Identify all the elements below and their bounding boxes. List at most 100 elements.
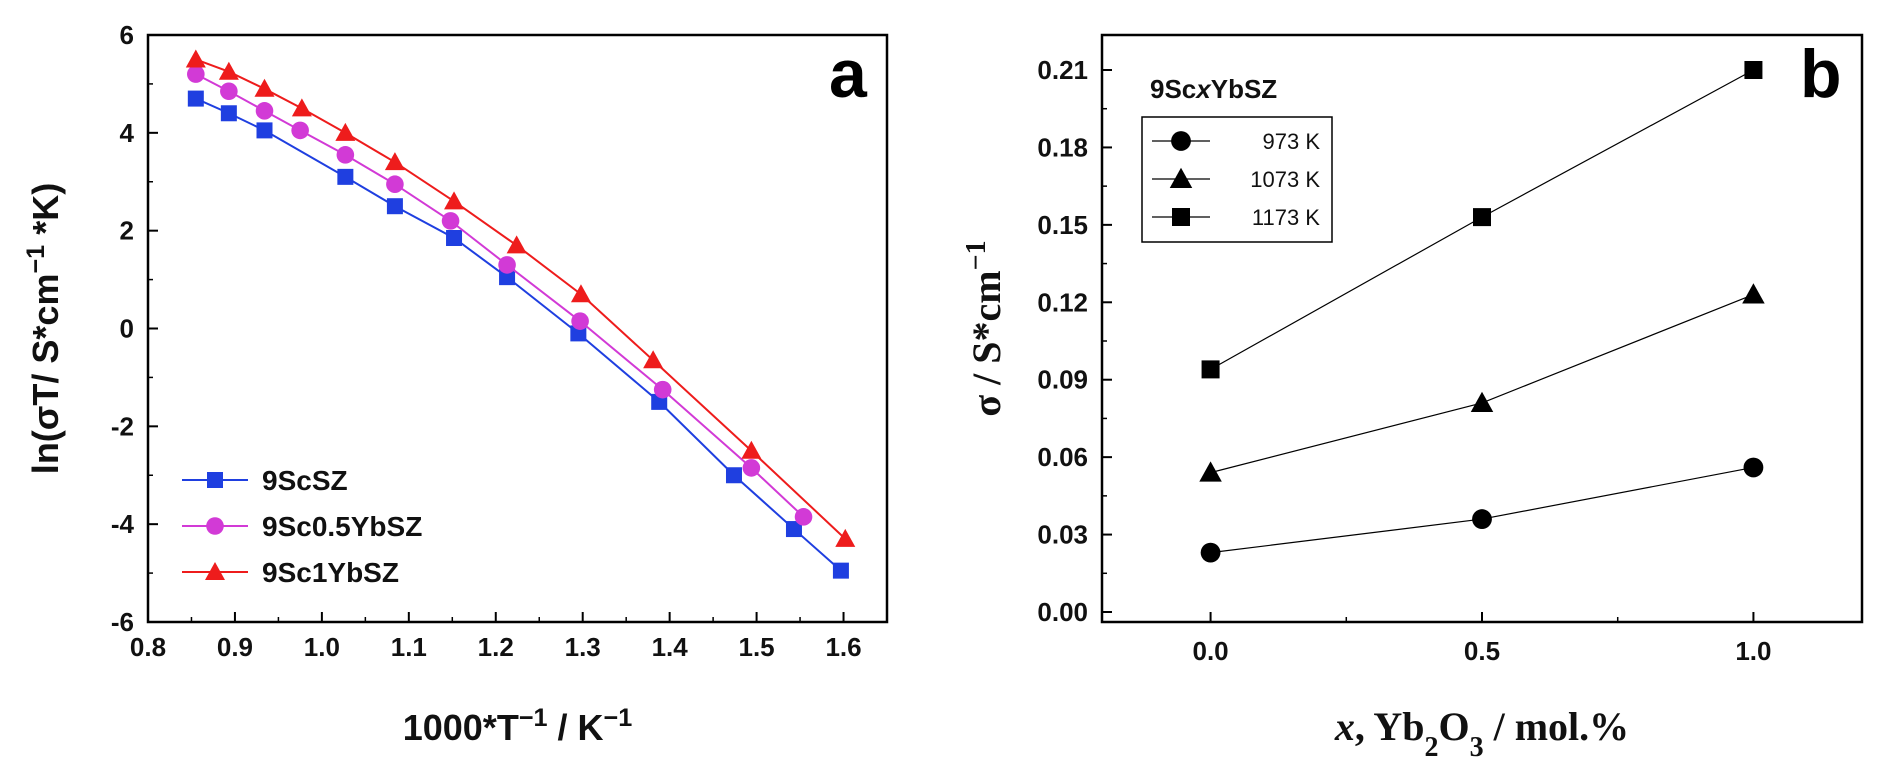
x-tick-label-a: 1.4 [652, 632, 689, 662]
x-axis-title-a: 1000*T−1 / K−1 [403, 704, 633, 748]
y-tick-label-b: 0.18 [1037, 132, 1088, 162]
legend-item-b: 973 K [1152, 129, 1320, 154]
y-tick-label-a: -2 [111, 411, 134, 441]
x-tick-label-a: 1.3 [565, 632, 601, 662]
data-point-a [444, 191, 465, 210]
data-point-a [446, 230, 463, 247]
legend-label-b: 1073 K [1250, 167, 1320, 192]
legend-marker-a [207, 472, 223, 488]
x-tick-label-b: 1.0 [1735, 636, 1771, 666]
data-point-a [832, 562, 849, 579]
y-tick-label-a: -6 [111, 607, 134, 637]
legend-label-b: 973 K [1263, 129, 1321, 154]
legend-item-a: 9Sc1YbSZ [182, 557, 399, 588]
data-point-a [187, 65, 205, 83]
x-tick-label-b: 0.5 [1464, 636, 1500, 666]
legend-item-a: 9ScSZ [182, 465, 348, 496]
y-axis-title-b: σ / S*cm−1 [961, 240, 1010, 416]
y-tick-label-b: 0.12 [1037, 287, 1088, 317]
y-tick-label-a: 0 [120, 314, 134, 344]
series-b [1199, 61, 1765, 563]
group-label-b: 9ScxYbSZ [1150, 74, 1277, 104]
data-point-a [785, 521, 802, 538]
legend-marker-b [1169, 167, 1193, 188]
data-point-b [1470, 391, 1494, 412]
series-line-a [195, 58, 846, 540]
data-point-a [725, 467, 742, 484]
data-point-a [386, 175, 404, 193]
x-tick-label-a: 0.8 [130, 632, 166, 662]
data-point-a [291, 121, 309, 140]
data-point-a [571, 312, 589, 330]
legend-label-b: 1173 K [1252, 205, 1320, 230]
data-point-b [1201, 360, 1220, 379]
legend-marker-b [1172, 208, 1190, 226]
panel-label-a: a [829, 36, 868, 112]
legend-item-b: 1073 K [1152, 167, 1320, 192]
series-line-a [195, 73, 805, 518]
data-point-a [335, 122, 356, 141]
data-point-a [653, 380, 672, 399]
data-point-a [187, 90, 204, 107]
x-tick-label-a: 1.1 [391, 632, 427, 662]
y-tick-label-a: -4 [111, 509, 135, 539]
legend-box-b [1141, 116, 1333, 243]
legend-item-b: 1173 K [1152, 205, 1320, 230]
legend-label-a: 9Sc1YbSZ [262, 557, 399, 588]
x-tick-label-a: 0.9 [217, 632, 253, 662]
data-point-a [441, 212, 460, 230]
y-tick-label-a: 4 [120, 118, 135, 148]
panel-label-b: b [1800, 36, 1842, 112]
data-point-b [1742, 283, 1765, 304]
plot-frame-b [1100, 33, 1864, 624]
data-point-a [254, 78, 275, 97]
y-tick-label-b: 0.15 [1037, 210, 1088, 240]
x-tick-label-b: 0.0 [1192, 636, 1228, 666]
legend-item-a: 9Sc0.5YbSZ [182, 511, 422, 542]
x-axis-title-b: x, Yb2O3 / mol.% [1334, 704, 1629, 763]
data-point-a [218, 61, 239, 80]
data-point-a [220, 105, 237, 122]
x-tick-label-a: 1.6 [825, 632, 861, 662]
data-point-a [499, 269, 516, 286]
data-point-b [1200, 542, 1221, 563]
data-point-a [384, 152, 405, 171]
data-point-b [1744, 61, 1763, 79]
data-point-a [498, 256, 516, 274]
data-point-a [794, 508, 813, 526]
legend-marker-a [206, 517, 224, 535]
series-a [185, 49, 856, 579]
legend-marker-a [205, 562, 225, 580]
data-point-a [185, 49, 206, 68]
y-tick-label-b: 0.03 [1037, 520, 1088, 550]
data-point-a [291, 98, 312, 117]
data-point-a [336, 146, 355, 164]
data-point-b [1199, 461, 1222, 482]
data-point-a [220, 82, 238, 101]
series-line-b [1210, 293, 1754, 474]
y-tick-label-b: 0.06 [1037, 442, 1088, 472]
ticks-b: 0.0 0.5 1.0 0.00 0.03 0.06 0.09 0.12 0.15 0.18 0.2… [1037, 55, 1771, 666]
y-tick-label-b: 0.00 [1037, 597, 1088, 627]
x-tick-label-a: 1.0 [304, 632, 340, 662]
y-axis-title-a: ln(σT/ S*cm−1 *K) [22, 183, 66, 474]
data-point-b [1472, 509, 1492, 529]
data-point-a [835, 528, 856, 547]
legend-marker-b [1171, 131, 1191, 151]
data-point-a [256, 122, 273, 139]
legend-b: 973 K 1073 K 1173 K [1141, 116, 1333, 243]
data-point-a [506, 235, 527, 254]
legend-a: 9ScSZ 9Sc0.5YbSZ 9Sc1YbSZ [182, 465, 422, 588]
ticks-a: 0.8 0.9 1.0 1.1 1.2 1.3 1.4 1.5 1.6 -6 -4 -2 0 2 4 6 [111, 20, 862, 662]
data-point-a [386, 198, 403, 215]
data-point-b [1473, 208, 1491, 227]
x-tick-label-a: 1.5 [739, 632, 775, 662]
panel-b: 0.0 0.5 1.0 0.00 0.03 0.06 0.09 0.12 0.15 0.18 0.2… [961, 33, 1864, 763]
x-tick-label-a: 1.2 [478, 632, 514, 662]
data-point-a [742, 459, 761, 477]
data-point-a [570, 284, 591, 303]
data-point-a [643, 350, 664, 369]
y-tick-label-a: 2 [120, 216, 134, 246]
